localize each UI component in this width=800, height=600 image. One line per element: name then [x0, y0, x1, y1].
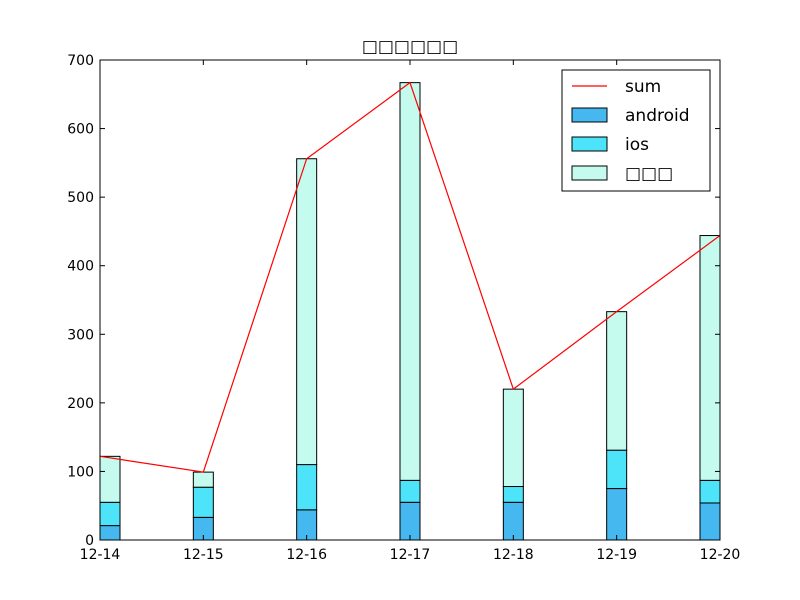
bars-layer [99, 82, 721, 541]
y-tick-label: 700 [67, 53, 94, 69]
bar-android-12-14 [99, 525, 121, 541]
x-tick-label: 12-19 [596, 547, 637, 563]
bar-ios-12-16 [296, 464, 318, 511]
x-tick-label: 12-16 [286, 547, 327, 563]
x-tick-label: 12-14 [80, 547, 121, 563]
y-tick-label: 500 [67, 190, 94, 206]
bar-android-12-17 [399, 501, 421, 541]
y-tick-label: 100 [67, 464, 94, 480]
x-tick-label: 12-15 [183, 547, 224, 563]
x-tick-label: 12-17 [390, 547, 431, 563]
y-tick-label: 400 [67, 259, 94, 275]
bar-ios-12-17 [399, 479, 421, 503]
bar-□□□-12-20 [699, 235, 721, 481]
y-tick-label: 300 [67, 327, 94, 343]
bar-□□□-12-16 [296, 158, 318, 466]
x-tick-label: 12-20 [700, 547, 741, 563]
series-line-sum [99, 81, 721, 473]
sum-line-layer [99, 81, 721, 473]
chart-title: □□□□□□ [362, 37, 458, 57]
bar-android-12-19 [606, 488, 628, 541]
bar-□□□-12-14 [99, 455, 121, 503]
y-tick-label: 0 [85, 533, 94, 549]
legend-label-ios: ios [625, 135, 649, 155]
y-axis: 0 100 200 300 400 500 600 700 [67, 53, 720, 549]
bar-ios-12-20 [699, 479, 721, 504]
bar-ios-12-19 [606, 449, 628, 490]
legend-label-□□□: □□□ [625, 164, 673, 184]
x-tick-label: 12-18 [493, 547, 534, 563]
legend-swatch-□□□ [571, 165, 608, 181]
x-axis: 12-14 12-15 12-16 12-17 12-18 12-19 12-20 [80, 60, 741, 563]
legend: sum android ios □□□ [561, 69, 711, 192]
bar-android-12-18 [502, 501, 524, 541]
legend-label-android: android [625, 106, 690, 126]
legend-swatch-android [571, 107, 608, 123]
legend-label-sum: sum [625, 77, 661, 97]
bar-□□□-12-15 [192, 471, 214, 488]
bar-□□□-12-19 [606, 311, 628, 451]
bar-android-12-20 [699, 502, 721, 541]
bar-ios-12-18 [502, 486, 524, 503]
bar-ios-12-14 [99, 501, 121, 527]
bar-□□□-12-17 [399, 82, 421, 481]
legend-swatch-ios [571, 136, 608, 152]
bar-ios-12-15 [192, 486, 214, 518]
y-tick-label: 600 [67, 122, 94, 138]
y-tick-label: 200 [67, 396, 94, 412]
bar-□□□-12-18 [502, 388, 524, 488]
